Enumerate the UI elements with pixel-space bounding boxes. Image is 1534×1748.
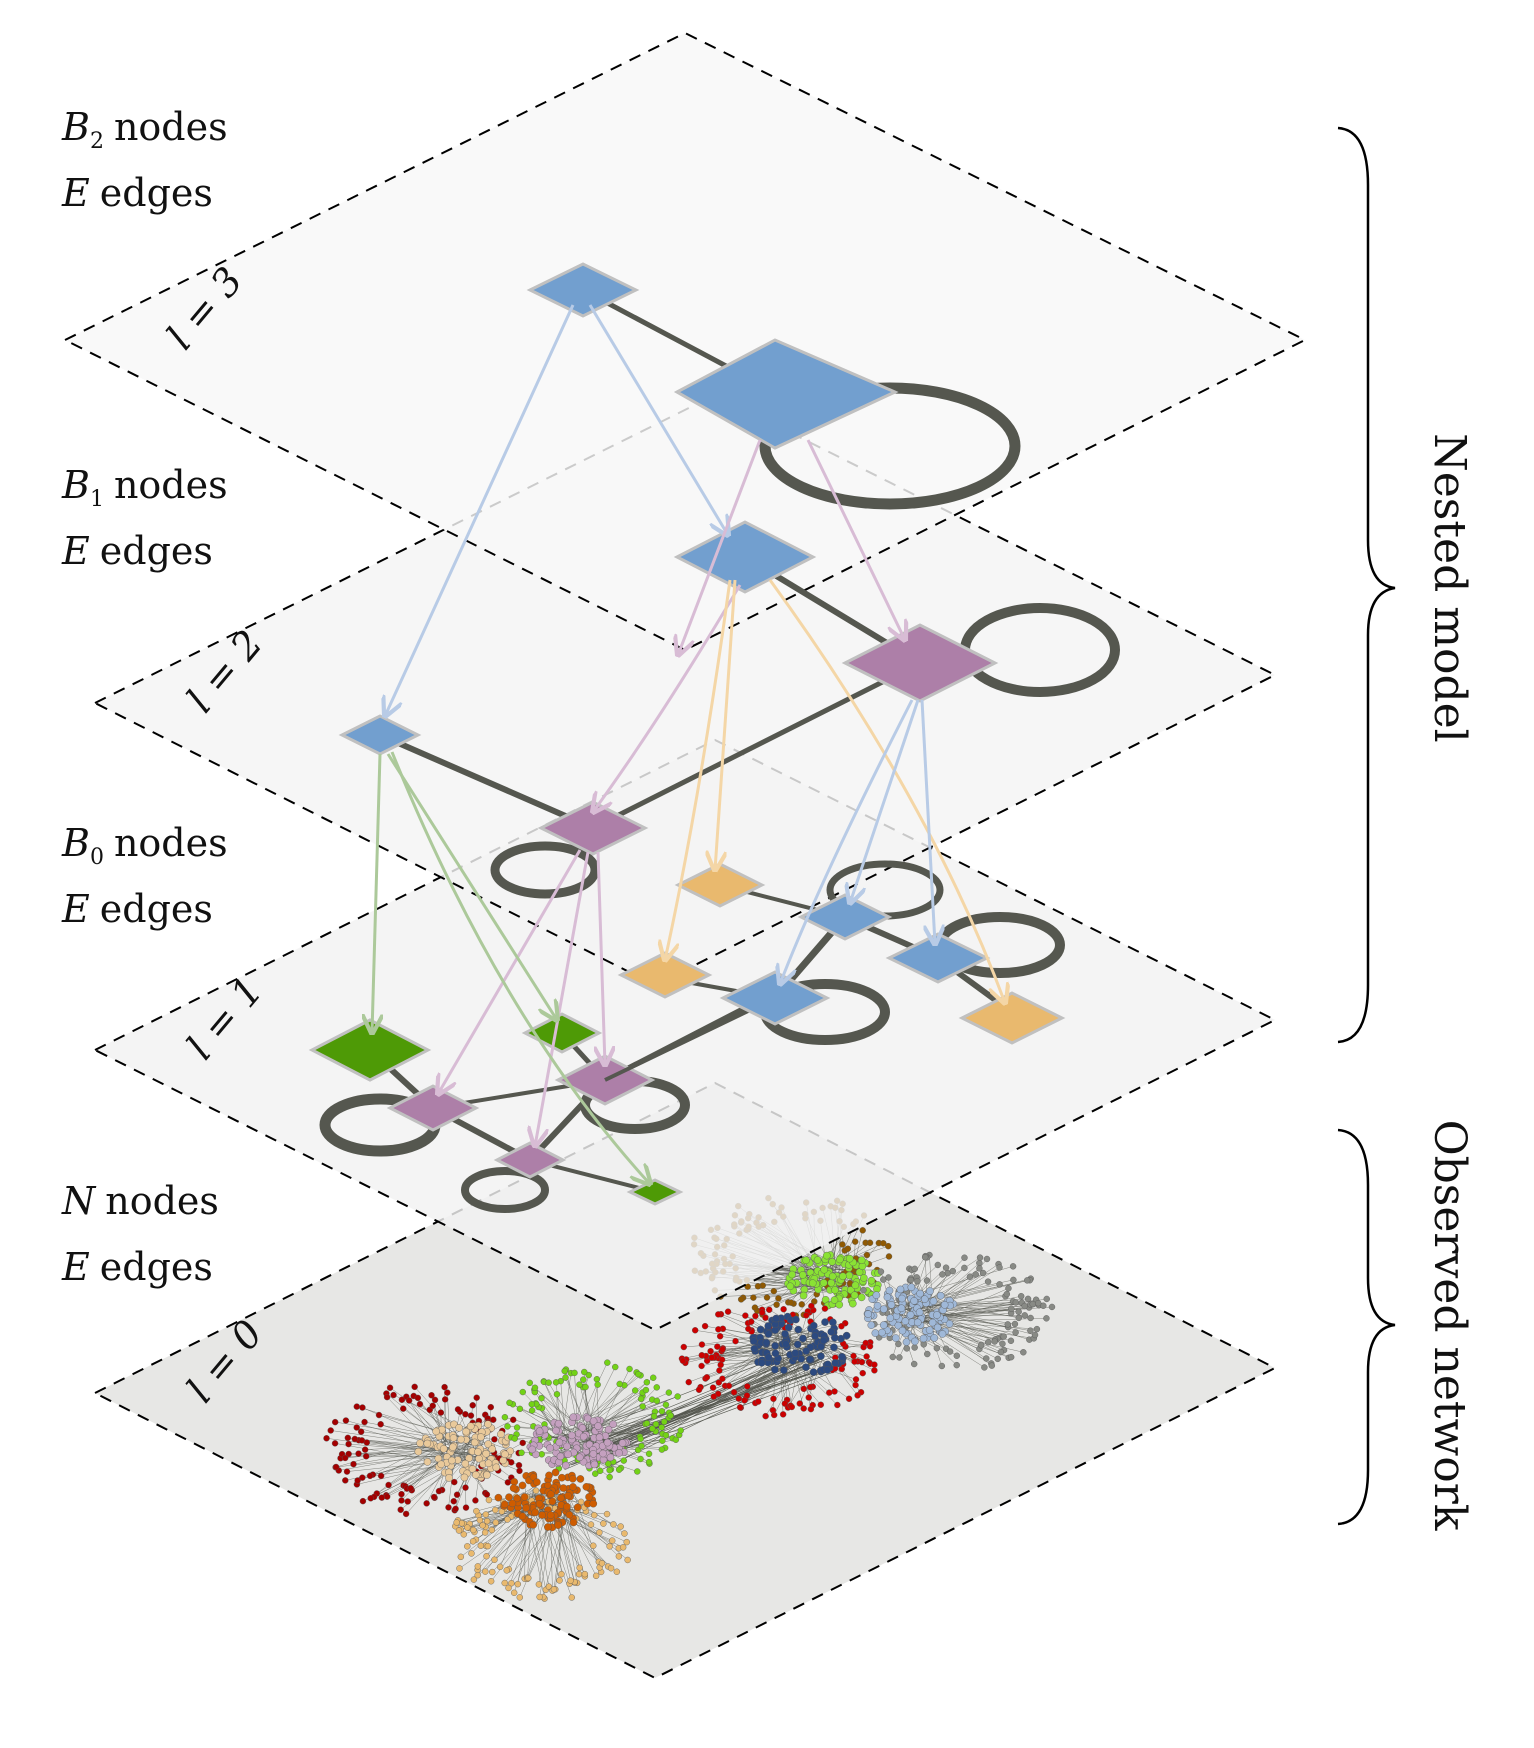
- level-3-graph: [526, 262, 1021, 510]
- nested-model-label: Nested model: [1424, 433, 1475, 742]
- right-braces: [1337, 126, 1396, 1526]
- node-l2-blue-small: [338, 714, 422, 756]
- node-l1-blue-a: [797, 893, 893, 941]
- observed-network: [323, 1194, 1056, 1602]
- plane-level-2: [92, 393, 1278, 987]
- hierarchy-arrows: [372, 304, 1005, 1184]
- node-l1-purple-c: [493, 1141, 567, 1179]
- observed-network-label: Observed network: [1424, 1120, 1475, 1531]
- node-l1-orange-b: [617, 951, 713, 999]
- level-2-nodes-label: B1 nodes: [61, 463, 228, 512]
- node-l1-green-large: [308, 1018, 432, 1082]
- node-l3-blue-large: [673, 338, 899, 450]
- observed-network-brace: [1337, 1128, 1396, 1526]
- level-3-nodes-label: B2 nodes: [61, 105, 228, 154]
- node-l3-blue-small: [526, 262, 640, 318]
- node-l2-purple: [537, 800, 649, 856]
- node-l1-blue-c: [719, 970, 831, 1026]
- network-nodes: [323, 1194, 1056, 1602]
- level-2-graph-upper: [673, 520, 1120, 703]
- level-1-nodes-label: B0 nodes: [61, 821, 228, 870]
- nested-model-brace: [1337, 126, 1396, 1044]
